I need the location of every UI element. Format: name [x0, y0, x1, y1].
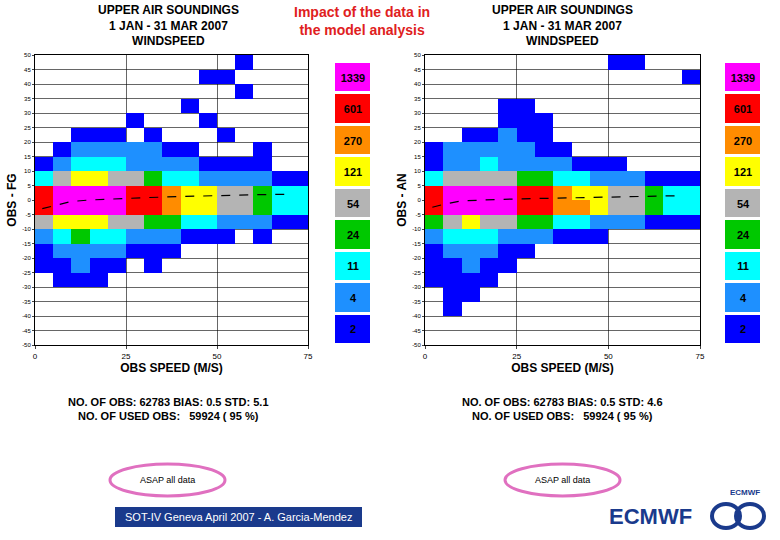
svg-text:-40: -40	[22, 313, 31, 319]
svg-text:-50: -50	[22, 342, 31, 348]
svg-text:5: 5	[417, 183, 421, 189]
svg-text:5: 5	[27, 183, 31, 189]
svg-text:50: 50	[24, 52, 31, 58]
svg-text:0: 0	[423, 352, 428, 361]
svg-text:601: 601	[344, 103, 362, 115]
svg-text:4: 4	[350, 292, 357, 304]
svg-text:2: 2	[350, 323, 356, 335]
svg-text:1339: 1339	[341, 72, 365, 84]
svg-text:25: 25	[24, 125, 31, 131]
svg-text:-45: -45	[412, 328, 421, 334]
svg-text:ECMWF: ECMWF	[730, 488, 760, 497]
svg-text:-35: -35	[412, 299, 421, 305]
svg-text:NO. OF OBS: 62783 BIAS: 0.5 ST: NO. OF OBS: 62783 BIAS: 0.5 STD: 5.1	[68, 396, 269, 408]
svg-text:40: 40	[24, 81, 31, 87]
svg-text:75: 75	[304, 352, 313, 361]
svg-text:0: 0	[27, 197, 31, 203]
svg-text:OBS SPEED (M/S): OBS SPEED (M/S)	[511, 361, 614, 375]
svg-text:0: 0	[417, 197, 421, 203]
svg-text:-50: -50	[412, 342, 421, 348]
svg-text:1339: 1339	[731, 72, 755, 84]
svg-text:121: 121	[734, 166, 752, 178]
svg-text:OBS - FG: OBS - FG	[5, 173, 19, 226]
svg-text:50: 50	[213, 352, 222, 361]
svg-text:ASAP all data: ASAP all data	[140, 475, 195, 485]
svg-text:OBS - AN: OBS - AN	[395, 173, 409, 227]
svg-text:-25: -25	[412, 270, 421, 276]
svg-text:270: 270	[734, 135, 752, 147]
svg-text:Impact of the data inthe model: Impact of the data inthe model analysis	[294, 4, 430, 38]
svg-text:121: 121	[344, 166, 362, 178]
svg-text:-35: -35	[22, 299, 31, 305]
svg-text:30: 30	[414, 110, 421, 116]
svg-text:15: 15	[24, 154, 31, 160]
svg-text:20: 20	[414, 139, 421, 145]
svg-text:25: 25	[122, 352, 131, 361]
svg-text:NO. OF OBS: 62783 BIAS: 0.5 ST: NO. OF OBS: 62783 BIAS: 0.5 STD: 4.6	[462, 396, 663, 408]
svg-text:-40: -40	[412, 313, 421, 319]
svg-text:45: 45	[24, 67, 31, 73]
svg-text:-10: -10	[412, 226, 421, 232]
svg-text:11: 11	[347, 260, 359, 272]
svg-text:UPPER AIR SOUNDINGS1 JAN - 31: UPPER AIR SOUNDINGS1 JAN - 31 MAR 2007WI…	[492, 3, 633, 48]
svg-text:54: 54	[347, 198, 360, 210]
svg-text:NO. OF USED OBS: 59924 ( 95: NO. OF USED OBS: 59924 ( 95 %)	[78, 410, 259, 422]
svg-text:-5: -5	[415, 212, 421, 218]
svg-text:35: 35	[414, 96, 421, 102]
svg-text:0: 0	[33, 352, 38, 361]
svg-text:OBS SPEED (M/S): OBS SPEED (M/S)	[120, 361, 223, 375]
svg-text:24: 24	[737, 229, 750, 241]
svg-text:UPPER AIR SOUNDINGS1 JAN - 31: UPPER AIR SOUNDINGS1 JAN - 31 MAR 2007WI…	[98, 3, 239, 48]
svg-text:25: 25	[414, 125, 421, 131]
svg-text:75: 75	[696, 352, 705, 361]
svg-text:601: 601	[734, 103, 752, 115]
svg-text:2: 2	[740, 323, 746, 335]
svg-text:54: 54	[737, 198, 750, 210]
svg-text:35: 35	[24, 96, 31, 102]
svg-text:11: 11	[737, 260, 749, 272]
svg-text:15: 15	[414, 154, 421, 160]
svg-text:-5: -5	[25, 212, 31, 218]
svg-text:-25: -25	[22, 270, 31, 276]
svg-text:-30: -30	[412, 284, 421, 290]
svg-text:NO. OF USED OBS: 59924 ( 95: NO. OF USED OBS: 59924 ( 95 %)	[472, 410, 653, 422]
svg-text:270: 270	[344, 135, 362, 147]
svg-text:24: 24	[347, 229, 360, 241]
svg-text:-30: -30	[22, 284, 31, 290]
svg-text:-45: -45	[22, 328, 31, 334]
svg-text:30: 30	[24, 110, 31, 116]
svg-text:SOT-IV Geneva April 2007 - A.: SOT-IV Geneva April 2007 - A. Garcia-Men…	[125, 511, 352, 523]
svg-text:10: 10	[24, 168, 31, 174]
svg-text:-10: -10	[22, 226, 31, 232]
svg-text:ECMWF: ECMWF	[609, 504, 692, 529]
svg-text:50: 50	[604, 352, 613, 361]
svg-text:25: 25	[512, 352, 521, 361]
svg-text:ASAP all data: ASAP all data	[535, 475, 590, 485]
svg-text:20: 20	[24, 139, 31, 145]
svg-text:40: 40	[414, 81, 421, 87]
svg-text:-15: -15	[22, 241, 31, 247]
svg-text:10: 10	[414, 168, 421, 174]
svg-text:4: 4	[740, 292, 747, 304]
svg-text:50: 50	[414, 52, 421, 58]
svg-text:-20: -20	[412, 255, 421, 261]
svg-text:45: 45	[414, 67, 421, 73]
svg-text:-15: -15	[412, 241, 421, 247]
svg-text:-20: -20	[22, 255, 31, 261]
